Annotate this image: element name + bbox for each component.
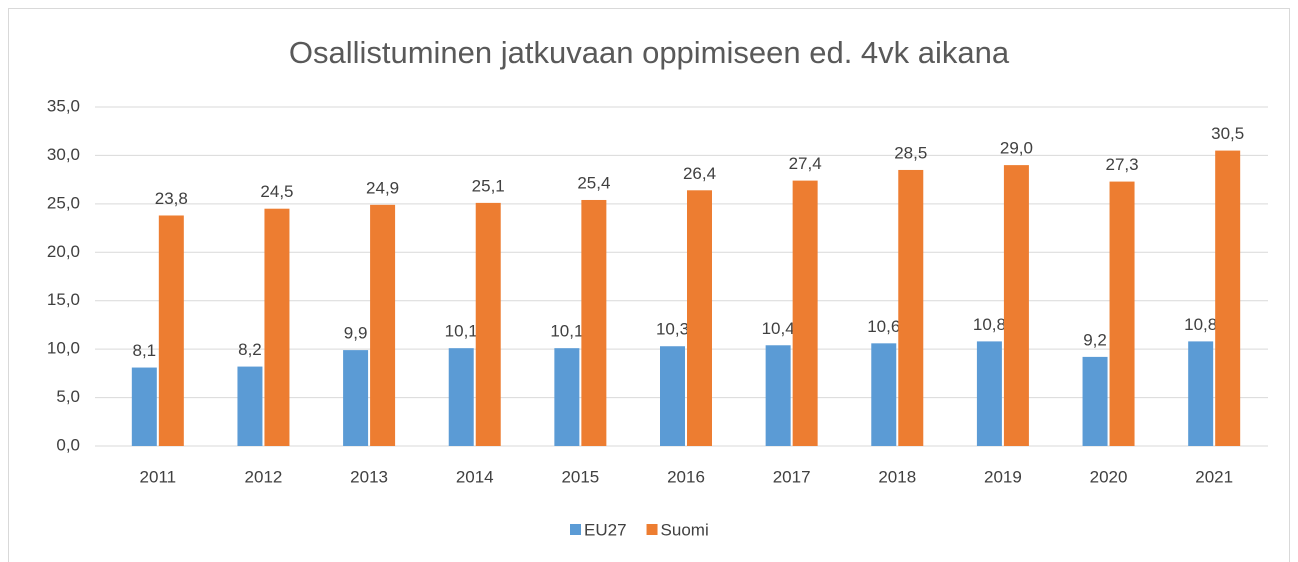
x-tick-label: 2020: [1090, 467, 1128, 486]
bar: [343, 350, 369, 446]
x-tick-label: 2021: [1195, 467, 1233, 486]
bar: [1188, 341, 1214, 446]
y-tick-label: 30,0: [47, 145, 80, 164]
bar: [976, 341, 1002, 446]
x-tick-label: 2014: [456, 467, 494, 486]
x-tick-label: 2011: [140, 467, 177, 486]
data-label: 25,4: [577, 173, 610, 192]
x-tick-label: 2018: [878, 467, 916, 486]
bar: [765, 345, 791, 446]
legend-swatch: [646, 524, 658, 535]
legend-label: Suomi: [661, 520, 709, 539]
x-tick-label: 2015: [561, 467, 599, 486]
bar: [131, 367, 157, 446]
y-tick-label: 35,0: [47, 96, 80, 115]
data-label: 29,0: [1000, 139, 1033, 158]
x-tick-label: 2013: [350, 467, 388, 486]
bar: [1109, 181, 1135, 446]
bar: [158, 215, 184, 446]
data-label: 27,4: [789, 154, 822, 173]
y-tick-label: 15,0: [47, 290, 80, 309]
data-label: 23,8: [155, 189, 188, 208]
bar: [660, 346, 685, 446]
bar: [475, 202, 501, 446]
data-label: 24,5: [260, 182, 293, 201]
data-label: 24,9: [366, 178, 399, 197]
x-tick-label: 2019: [984, 467, 1022, 486]
x-tick-label: 2017: [773, 467, 811, 486]
data-label: 10,6: [867, 317, 900, 336]
bar: [448, 348, 474, 446]
chart-frame: [8, 8, 1290, 562]
bar: [1003, 165, 1029, 446]
data-label: 30,5: [1211, 124, 1244, 143]
y-tick-label: 0,0: [56, 435, 80, 454]
bar: [792, 180, 818, 446]
y-tick-label: 10,0: [47, 339, 80, 358]
data-label: 8,1: [132, 341, 156, 360]
data-label: 25,1: [472, 176, 505, 195]
chart-title: Osallistuminen jatkuvaan oppimiseen ed. …: [289, 35, 1010, 70]
data-label: 26,4: [683, 164, 716, 183]
bar: [687, 190, 712, 446]
bar: [237, 366, 263, 446]
data-label: 27,3: [1105, 155, 1138, 174]
bar: [370, 204, 396, 446]
bar: [1082, 356, 1108, 446]
data-label: 9,9: [344, 324, 368, 343]
data-label: 9,2: [1083, 330, 1107, 349]
data-label: 10,8: [1184, 315, 1217, 334]
data-label: 10,8: [973, 315, 1006, 334]
y-tick-label: 20,0: [47, 242, 80, 261]
y-tick-label: 5,0: [56, 387, 80, 406]
data-label: 28,5: [894, 143, 927, 162]
bar: [871, 343, 897, 446]
data-label: 8,2: [238, 340, 262, 359]
legend-swatch: [570, 524, 581, 535]
legend-label: EU27: [584, 520, 627, 539]
bar: [581, 199, 607, 446]
bar: [264, 208, 290, 446]
x-tick-label: 2012: [245, 467, 283, 486]
data-label: 10,3: [656, 320, 689, 339]
bar: [898, 169, 924, 446]
bar: [554, 348, 580, 446]
data-label: 10,4: [762, 319, 795, 338]
data-label: 10,1: [445, 322, 478, 341]
bar: [1215, 150, 1241, 447]
data-label: 10,1: [550, 322, 583, 341]
y-tick-label: 25,0: [47, 193, 80, 212]
x-tick-label: 2016: [667, 467, 705, 486]
